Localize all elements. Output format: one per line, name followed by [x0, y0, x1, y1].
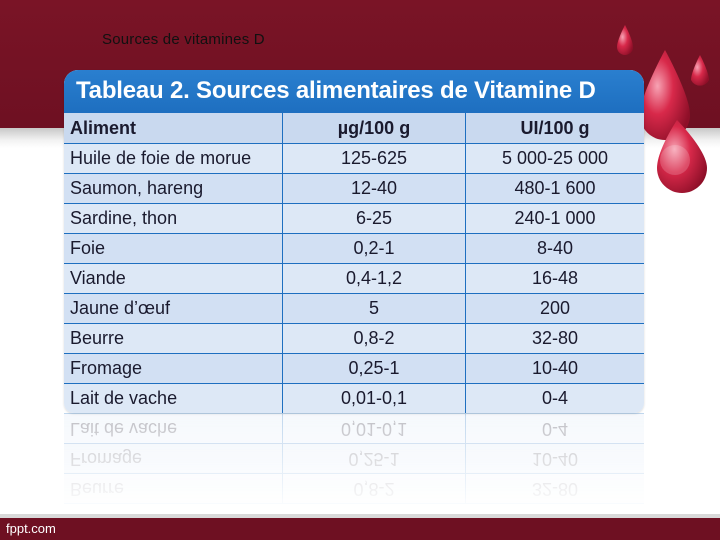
cell-ui: 32-80: [465, 323, 644, 354]
table-row: Huile de foie de morue 125-625 5 000-25 …: [64, 143, 644, 174]
cell-ui: 200: [465, 293, 644, 324]
cell-ui: 10-40: [465, 443, 644, 474]
cell-aliment: Lait de vache: [64, 383, 283, 413]
cell-ug: 0,25-1: [282, 353, 466, 384]
table-row: Saumon, hareng 12-40 480-1 600: [64, 173, 644, 204]
cell-aliment: Sardine, thon: [64, 203, 283, 234]
header-ui: UI/100 g: [465, 112, 644, 144]
cell-aliment: Jaune d’œuf: [64, 293, 283, 324]
header-aliment: Aliment: [64, 112, 283, 144]
cell-aliment: Fromage: [64, 353, 283, 384]
cell-ug: 125-625: [282, 143, 466, 174]
cell-ug: 0,25-1: [282, 443, 466, 474]
cell-ug: 5: [282, 293, 466, 324]
cell-ui: 8-40: [465, 233, 644, 264]
cell-ug: 0,8-2: [282, 323, 466, 354]
cell-ug: 0,2-1: [282, 233, 466, 264]
footer-bar: fppt.com: [0, 514, 720, 540]
cell-ug: 0,01-0,1: [282, 413, 466, 444]
table-row: Foie 0,2-1 8-40: [64, 233, 644, 264]
cell-ui: 32-80: [465, 473, 644, 504]
table-row: Lait de vache 0,01-0,1 0-4: [64, 383, 644, 413]
cell-aliment: Huile de foie de morue: [64, 143, 283, 174]
cell-ui: 0-4: [465, 413, 644, 444]
vitamin-d-table-card: Tableau 2. Sources alimentaires de Vitam…: [64, 70, 644, 413]
reflected-rows: Beurre 0,8-2 32-80 Fromage 0,25-1 10-40 …: [64, 413, 644, 504]
header-ug: µg/100 g: [282, 112, 466, 144]
cell-ui: 0-4: [465, 383, 644, 413]
slide-title: Sources de vitamines D: [102, 31, 265, 48]
cell-ui: 480-1 600: [465, 173, 644, 204]
cell-ui: 5 000-25 000: [465, 143, 644, 174]
reflected-row: Fromage 0,25-1 10-40: [64, 443, 644, 474]
reflected-row: Lait de vache 0,01-0,1 0-4: [64, 413, 644, 444]
cell-ug: 0,4-1,2: [282, 263, 466, 294]
cell-aliment: Viande: [64, 263, 283, 294]
table-row: Jaune d’œuf 5 200: [64, 293, 644, 324]
table-header-row: Aliment µg/100 g UI/100 g: [64, 112, 644, 144]
table-row: Beurre 0,8-2 32-80: [64, 323, 644, 354]
footer-brand: fppt.com: [6, 521, 56, 536]
table-row: Fromage 0,25-1 10-40: [64, 353, 644, 384]
cell-ui: 10-40: [465, 353, 644, 384]
table-row: Sardine, thon 6-25 240-1 000: [64, 203, 644, 234]
cell-aliment: Beurre: [64, 473, 283, 504]
cell-ug: 0,01-0,1: [282, 383, 466, 413]
cell-ug: 6-25: [282, 203, 466, 234]
table-row: Viande 0,4-1,2 16-48: [64, 263, 644, 294]
cell-ui: 240-1 000: [465, 203, 644, 234]
cell-aliment: Foie: [64, 233, 283, 264]
cell-aliment: Beurre: [64, 323, 283, 354]
cell-aliment: Saumon, hareng: [64, 173, 283, 204]
cell-ug: 12-40: [282, 173, 466, 204]
cell-aliment: Lait de vache: [64, 413, 283, 444]
cell-ui: 16-48: [465, 263, 644, 294]
cell-ug: 0,8-2: [282, 473, 466, 504]
reflected-row: Beurre 0,8-2 32-80: [64, 473, 644, 504]
cell-aliment: Fromage: [64, 443, 283, 474]
table-title: Tableau 2. Sources alimentaires de Vitam…: [64, 70, 644, 112]
water-drops-icon: [617, 25, 709, 193]
table-reflection: Beurre 0,8-2 32-80 Fromage 0,25-1 10-40 …: [64, 413, 644, 513]
vitamin-d-table: Aliment µg/100 g UI/100 g Huile de foie …: [64, 112, 644, 413]
